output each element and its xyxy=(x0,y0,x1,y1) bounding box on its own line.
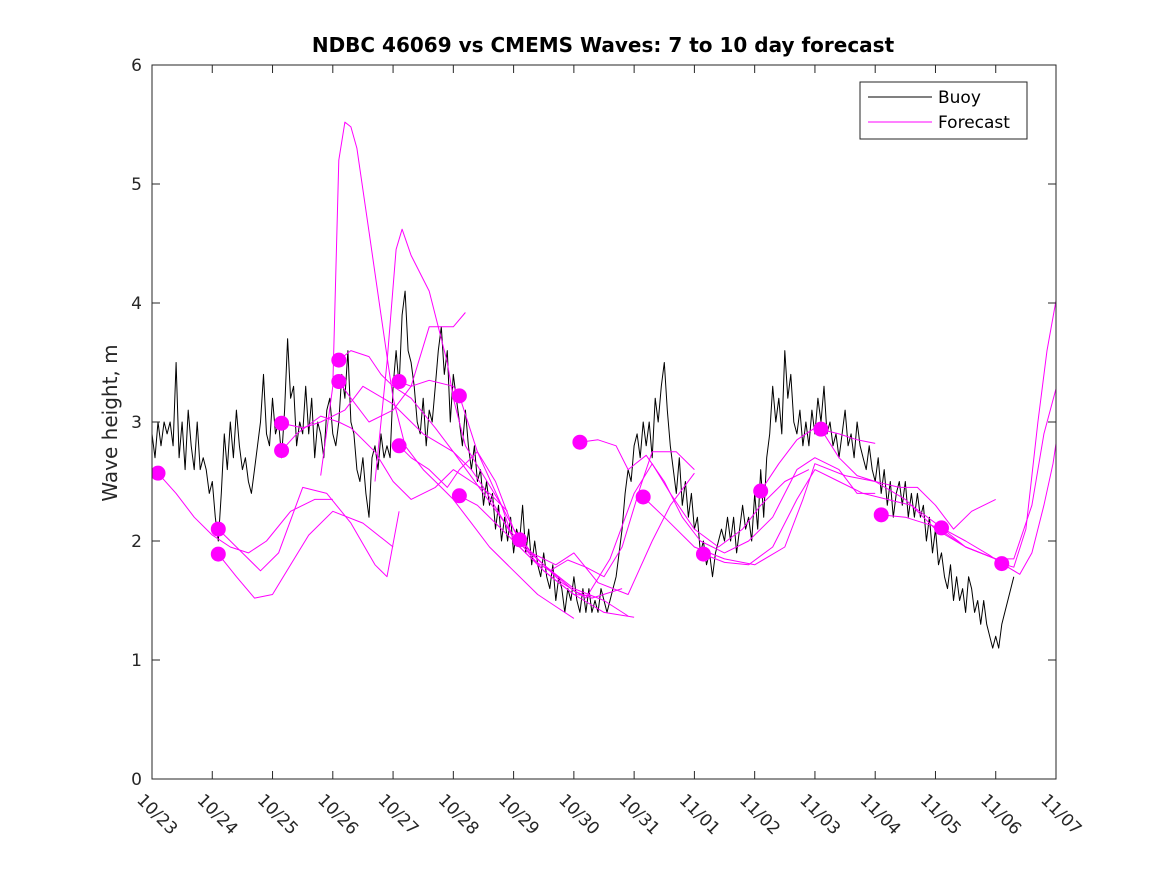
legend: Buoy Forecast xyxy=(859,81,1028,140)
y-tick-label: 4 xyxy=(131,294,142,314)
forecast-marker xyxy=(274,443,290,459)
y-tick-label: 2 xyxy=(131,532,142,552)
y-tick-label: 5 xyxy=(131,175,142,195)
forecast-marker xyxy=(933,520,949,536)
forecast-series-line xyxy=(703,469,996,566)
forecast-marker xyxy=(572,434,588,450)
forecast-series-line xyxy=(217,486,400,578)
forecast-series-line xyxy=(338,312,466,423)
forecast-marker xyxy=(274,415,290,431)
forecast-marker xyxy=(451,388,467,404)
y-tick-label: 0 xyxy=(131,770,142,790)
forecast-marker xyxy=(210,521,226,537)
forecast-series-line xyxy=(1001,443,1056,575)
forecast-marker xyxy=(331,374,347,390)
forecast-marker xyxy=(391,438,407,454)
forecast-marker xyxy=(152,465,166,481)
chart-title: NDBC 46069 vs CMEMS Waves: 7 to 10 day f… xyxy=(312,33,895,57)
legend-label-buoy: Buoy xyxy=(938,88,981,108)
forecast-marker xyxy=(873,507,889,523)
series-group xyxy=(152,121,1056,649)
forecast-marker xyxy=(635,489,651,505)
forecast-marker xyxy=(331,352,347,368)
forecast-marker xyxy=(512,532,528,548)
y-axis-label: Wave height, m xyxy=(98,344,122,501)
forecast-series-line xyxy=(459,451,695,578)
forecast-marker xyxy=(451,488,467,504)
forecast-marker xyxy=(695,546,711,562)
y-axis: 0 1 2 3 4 5 6 xyxy=(131,56,1056,790)
y-tick-label: 1 xyxy=(131,651,142,671)
y-tick-label: 3 xyxy=(131,413,142,433)
forecast-series-line xyxy=(820,428,996,530)
forecast-marker xyxy=(994,556,1010,572)
y-tick-label: 6 xyxy=(131,56,142,76)
data-layer xyxy=(152,121,1056,649)
forecast-series-line xyxy=(941,300,1056,568)
forecast-series-line xyxy=(217,510,394,599)
forecast-series-line xyxy=(338,350,629,617)
forecast-series-line xyxy=(579,439,876,554)
forecast-series-line xyxy=(281,415,508,512)
forecast-series-line xyxy=(519,463,810,599)
forecast-marker xyxy=(391,374,407,390)
legend-box xyxy=(859,81,1028,140)
forecast-marker xyxy=(753,483,769,499)
forecast-marker xyxy=(210,546,226,562)
legend-label-forecast: Forecast xyxy=(938,113,1010,133)
forecast-marker xyxy=(813,421,829,437)
